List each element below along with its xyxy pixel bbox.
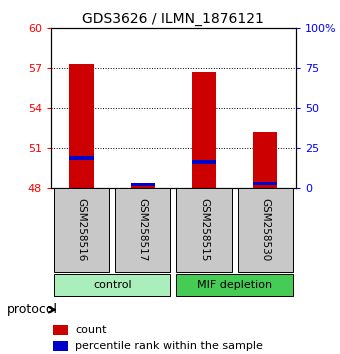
Text: count: count xyxy=(75,325,107,335)
Text: GSM258530: GSM258530 xyxy=(260,199,270,262)
Text: protocol: protocol xyxy=(7,303,58,316)
FancyBboxPatch shape xyxy=(176,274,293,296)
Bar xyxy=(131,183,155,185)
Bar xyxy=(69,64,94,188)
FancyBboxPatch shape xyxy=(176,188,232,272)
Bar xyxy=(253,132,277,188)
Text: GSM258516: GSM258516 xyxy=(76,198,87,262)
Bar xyxy=(69,156,94,160)
Text: percentile rank within the sample: percentile rank within the sample xyxy=(75,341,264,351)
Text: GSM258517: GSM258517 xyxy=(138,198,148,262)
FancyBboxPatch shape xyxy=(54,274,170,296)
Bar xyxy=(192,72,216,188)
FancyBboxPatch shape xyxy=(54,188,109,272)
Text: control: control xyxy=(93,280,132,290)
Bar xyxy=(131,184,155,188)
Text: GSM258515: GSM258515 xyxy=(199,198,209,262)
FancyBboxPatch shape xyxy=(238,188,293,272)
Bar xyxy=(192,160,216,164)
Bar xyxy=(253,182,277,185)
FancyBboxPatch shape xyxy=(115,188,170,272)
Title: GDS3626 / ILMN_1876121: GDS3626 / ILMN_1876121 xyxy=(83,12,264,26)
Text: MIF depletion: MIF depletion xyxy=(197,280,272,290)
Bar xyxy=(53,325,68,335)
Bar xyxy=(53,341,68,351)
